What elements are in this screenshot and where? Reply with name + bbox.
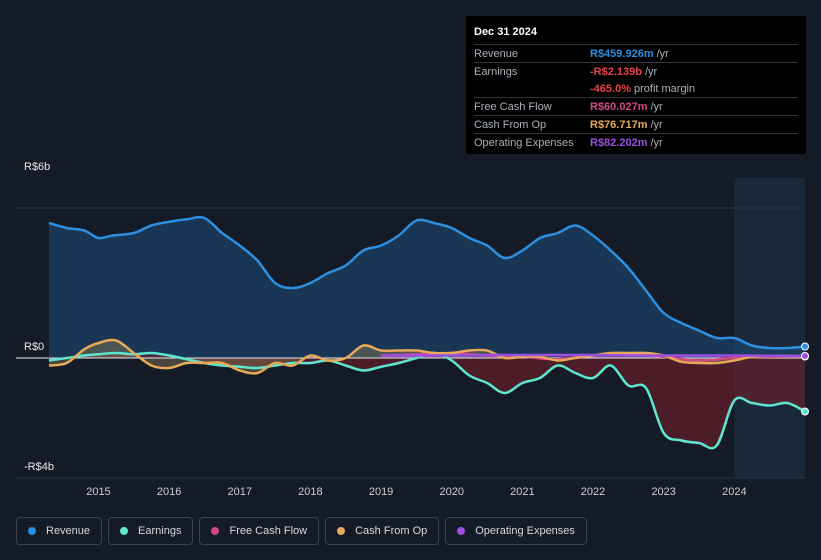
tooltip-unit: /yr (656, 47, 669, 60)
y-tick-label-top: R$6b (24, 161, 50, 173)
tooltip-row-profit-margin: -465.0% profit margin (474, 80, 798, 97)
legend-dot-icon (457, 527, 466, 535)
tooltip-value: R$60.027m (590, 100, 648, 113)
x-tick-label: 2015 (86, 486, 110, 498)
tooltip-panel: Dec 31 2024 Revenue R$459.926m /yr Earni… (466, 16, 806, 154)
legend-item-free-cash-flow[interactable]: Free Cash Flow (199, 517, 320, 545)
x-tick-label: 2023 (651, 486, 675, 498)
x-tick-label: 2024 (722, 486, 746, 498)
forecast-region (734, 178, 805, 478)
legend-label: Earnings (138, 525, 182, 537)
tooltip-value: -465.0% (590, 82, 631, 95)
area-revenue (49, 217, 805, 358)
endpoint-earnings (801, 407, 809, 416)
tooltip-label: Operating Expenses (474, 136, 574, 149)
tooltip-unit: /yr (650, 136, 663, 149)
tooltip-unit: /yr (650, 118, 663, 131)
tooltip-label: Cash From Op (474, 118, 547, 131)
x-tick-label: 2022 (581, 486, 605, 498)
tooltip-value: R$76.717m (590, 118, 648, 131)
tooltip-value: R$459.926m (590, 47, 654, 60)
legend-item-cash-from-op[interactable]: Cash From Op (325, 517, 440, 545)
endpoint-operating-expenses (801, 351, 809, 360)
x-tick-label: 2020 (439, 486, 463, 498)
tooltip-label: Free Cash Flow (474, 100, 552, 113)
x-tick-label: 2016 (157, 486, 181, 498)
tooltip-unit: /yr (650, 100, 663, 113)
x-tick-label: 2017 (228, 486, 252, 498)
legend-label: Free Cash Flow (229, 525, 308, 537)
tooltip-unit: /yr (644, 65, 658, 78)
legend-label: Operating Expenses (475, 525, 575, 537)
legend-dot-icon (211, 527, 220, 535)
tooltip-row-free-cash-flow: Free Cash Flow R$60.027m /yr (474, 97, 798, 115)
tooltip-row-earnings: Earnings -R$2.139b /yr (474, 62, 798, 80)
legend: Revenue Earnings Free Cash Flow Cash Fro… (16, 517, 593, 545)
x-tick-label: 2018 (298, 486, 322, 498)
tooltip-value: -R$2.139b (590, 65, 642, 78)
tooltip-label: Earnings (474, 65, 518, 78)
series-line-operating-expenses (381, 353, 806, 358)
legend-dot-icon (120, 527, 129, 535)
tooltip-unit: profit margin (633, 82, 696, 95)
legend-item-revenue[interactable]: Revenue (16, 517, 103, 545)
legend-label: Revenue (46, 525, 91, 537)
x-tick-label: 2021 (510, 486, 534, 498)
legend-dot-icon (28, 527, 36, 535)
y-tick-label-bottom: -R$4b (24, 461, 54, 473)
x-tick-label: 2019 (369, 486, 393, 498)
tooltip-value: R$82.202m (590, 136, 648, 149)
legend-item-earnings[interactable]: Earnings (108, 517, 194, 545)
legend-label: Cash From Op (355, 525, 428, 537)
tooltip-date: Dec 31 2024 (474, 26, 537, 38)
endpoint-revenue (801, 342, 809, 351)
tooltip-row-cash-from-op: Cash From Op R$76.717m /yr (474, 115, 798, 133)
series-line-cash-from-op (48, 338, 806, 375)
series-line-revenue (48, 215, 806, 350)
legend-item-operating-expenses[interactable]: Operating Expenses (445, 517, 587, 545)
tooltip-label: Revenue (474, 47, 519, 60)
tooltip-row-revenue: Revenue R$459.926m /yr (474, 44, 798, 62)
y-tick-label-zero: R$0 (24, 341, 44, 353)
legend-dot-icon (337, 527, 346, 535)
tooltip-row-operating-expenses: Operating Expenses R$82.202m /yr (474, 133, 798, 151)
